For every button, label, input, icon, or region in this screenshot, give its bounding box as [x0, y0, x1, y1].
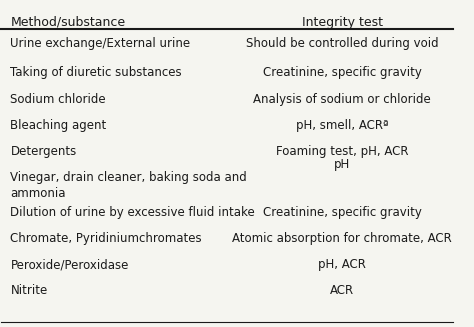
- Text: Nitrite: Nitrite: [10, 284, 48, 297]
- Text: pH, ACR: pH, ACR: [318, 258, 366, 271]
- Text: pH, smell, ACRª: pH, smell, ACRª: [296, 119, 388, 132]
- Text: ACR: ACR: [330, 284, 354, 297]
- Text: Foaming test, pH, ACR: Foaming test, pH, ACR: [276, 145, 409, 158]
- Text: Detergents: Detergents: [10, 145, 77, 158]
- Text: Dilution of urine by excessive fluid intake: Dilution of urine by excessive fluid int…: [10, 206, 255, 219]
- Text: Integrity test: Integrity test: [301, 16, 383, 29]
- Text: Method/substance: Method/substance: [10, 16, 126, 29]
- Text: Creatinine, specific gravity: Creatinine, specific gravity: [263, 206, 421, 219]
- Text: Creatinine, specific gravity: Creatinine, specific gravity: [263, 66, 421, 79]
- Text: Analysis of sodium or chloride: Analysis of sodium or chloride: [253, 93, 431, 106]
- Text: Bleaching agent: Bleaching agent: [10, 119, 107, 132]
- Text: Peroxide/Peroxidase: Peroxide/Peroxidase: [10, 258, 129, 271]
- Text: Atomic absorption for chromate, ACR: Atomic absorption for chromate, ACR: [232, 232, 452, 245]
- Text: Vinegar, drain cleaner, baking soda and
ammonia: Vinegar, drain cleaner, baking soda and …: [10, 171, 247, 199]
- Text: Sodium chloride: Sodium chloride: [10, 93, 106, 106]
- Text: Taking of diuretic substances: Taking of diuretic substances: [10, 66, 182, 79]
- Text: Urine exchange/External urine: Urine exchange/External urine: [10, 37, 191, 50]
- Text: pH: pH: [334, 158, 350, 171]
- Text: Chromate, Pyridiniumchromates: Chromate, Pyridiniumchromates: [10, 232, 202, 245]
- Text: Should be controlled during void: Should be controlled during void: [246, 37, 438, 50]
